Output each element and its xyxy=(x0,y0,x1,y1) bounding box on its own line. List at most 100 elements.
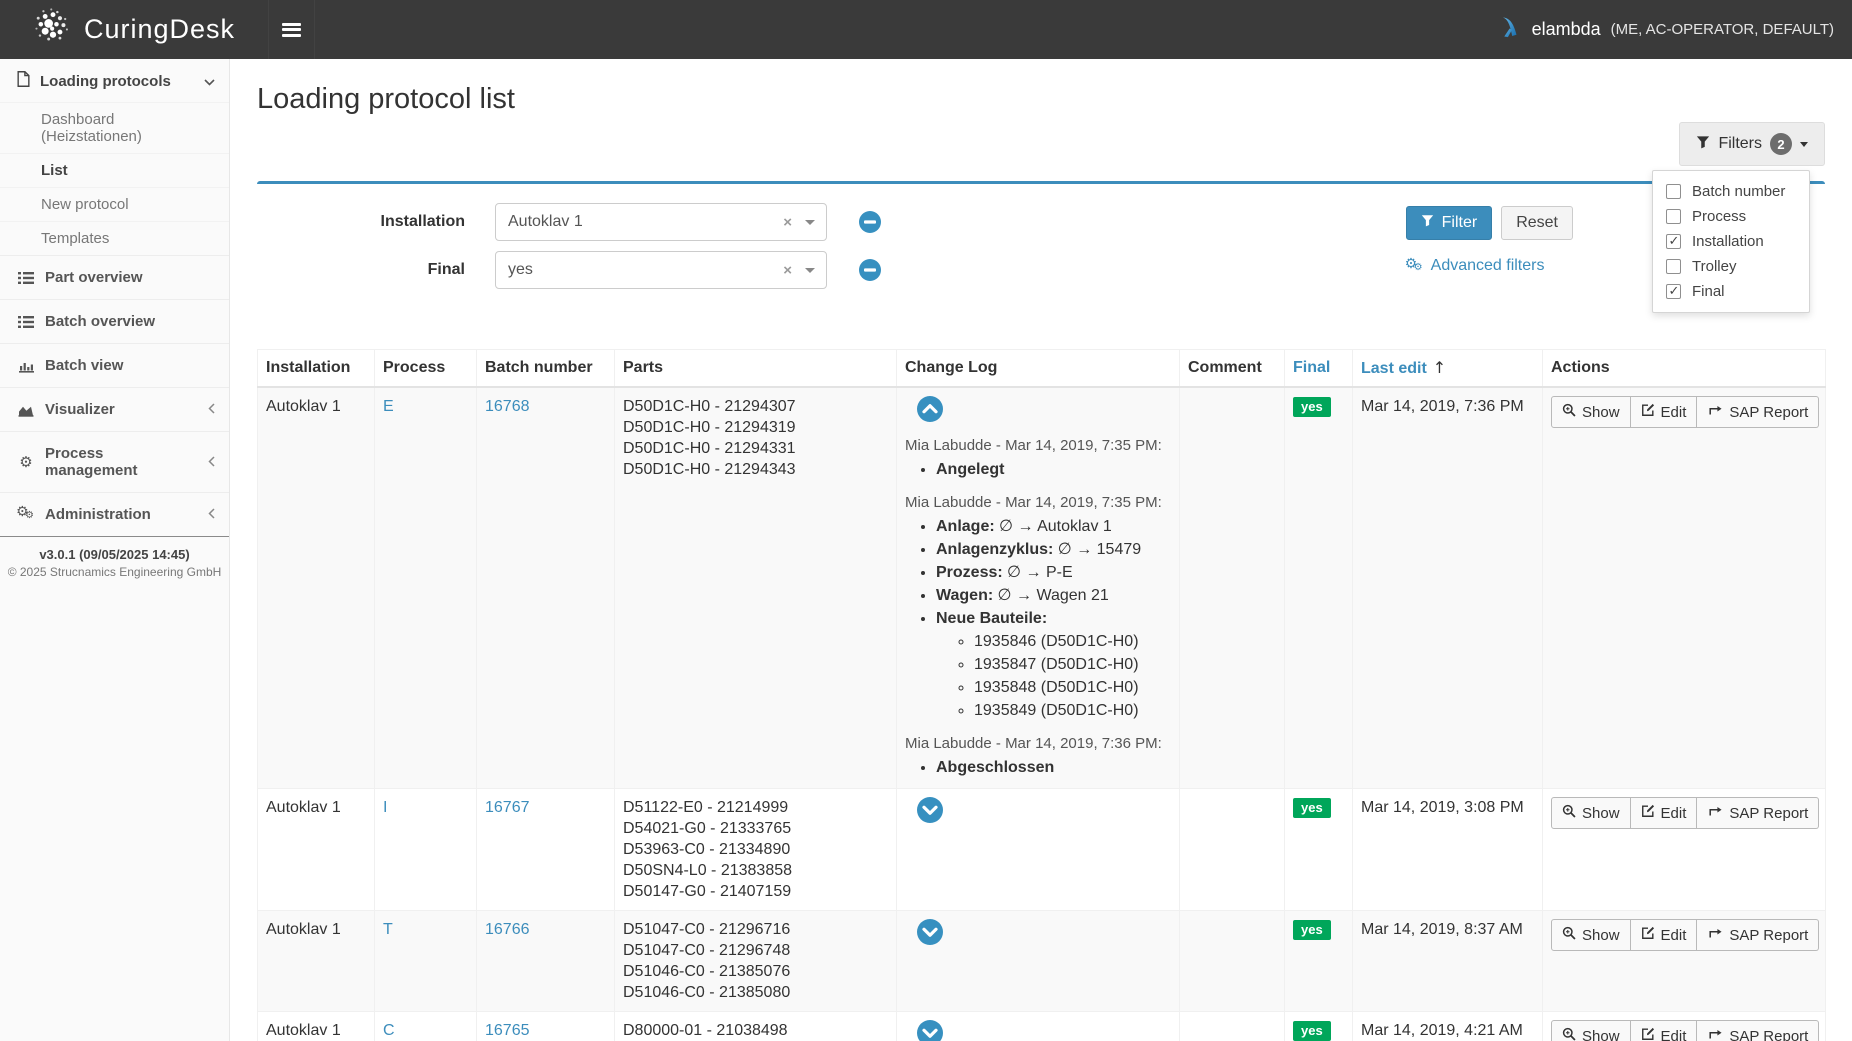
cell-process: I xyxy=(374,788,477,911)
sidebar-item-batch-overview[interactable]: Batch overview xyxy=(0,299,229,343)
select-caret-icon[interactable] xyxy=(805,219,815,225)
filters-button-label: Filters xyxy=(1718,135,1762,152)
sidebar-toggle-button[interactable] xyxy=(268,0,315,59)
edit-button[interactable]: Edit xyxy=(1630,797,1698,829)
process-link[interactable]: I xyxy=(383,799,388,816)
batch-number-link[interactable]: 16765 xyxy=(485,1022,530,1039)
advanced-filters-link[interactable]: ⚙ ⚙ Advanced filters xyxy=(1404,255,1545,275)
part-line: D51046-C0 - 21385080 xyxy=(623,984,791,1001)
cell-change-log: Mia Labudde - Mar 14, 2019, 7:35 PM: Ang… xyxy=(896,386,1180,789)
edit-button[interactable]: Edit xyxy=(1630,1020,1698,1041)
magnifier-icon xyxy=(1562,926,1576,944)
checkbox[interactable] xyxy=(1666,233,1681,249)
hamburger-icon xyxy=(282,20,301,39)
part-line: D51046-C0 - 21385076 xyxy=(623,963,791,980)
apply-filter-button[interactable]: Filter xyxy=(1405,206,1493,240)
sidebar-item-label: Loading protocols xyxy=(40,72,171,90)
brand-logo[interactable]: CuringDesk xyxy=(0,0,268,59)
final-select[interactable]: yes × xyxy=(495,251,827,289)
process-link[interactable]: T xyxy=(383,921,393,938)
col-header-last-edit[interactable]: Last edit ↑ xyxy=(1352,349,1543,388)
reset-filter-button[interactable]: Reset xyxy=(1501,206,1573,240)
log-item: Abgeschlossen xyxy=(936,757,1171,778)
clear-selection-icon[interactable]: × xyxy=(783,213,792,231)
user-menu[interactable]: elambda (ME, AC-OPERATOR, DEFAULT) xyxy=(1496,0,1852,59)
sidebar-subitem[interactable]: New protocol xyxy=(0,187,229,221)
checkbox[interactable] xyxy=(1666,283,1681,299)
checkbox[interactable] xyxy=(1666,184,1681,199)
sidebar-subitem[interactable]: Dashboard (Heizstationen) xyxy=(0,102,229,153)
sap-report-button[interactable]: SAP Report xyxy=(1697,1020,1820,1041)
clear-selection-icon[interactable]: × xyxy=(783,261,792,279)
magnifier-icon xyxy=(1562,804,1576,822)
sidebar-item-label: Part overview xyxy=(45,269,143,286)
sidebar-item-visualizer[interactable]: Visualizer xyxy=(0,387,229,431)
cell-change-log xyxy=(896,910,1180,1012)
batch-number-link[interactable]: 16766 xyxy=(485,921,530,938)
part-line: D50D1C-H0 - 21294319 xyxy=(623,419,796,436)
log-subitem: 1935847 (D50D1C-H0) xyxy=(974,654,1171,675)
part-line: D50147-G0 - 21407159 xyxy=(623,883,792,900)
sap-report-button[interactable]: SAP Report xyxy=(1697,396,1820,428)
sap-report-button[interactable]: SAP Report xyxy=(1697,919,1820,951)
expand-log-icon[interactable] xyxy=(917,797,943,823)
expand-log-icon[interactable] xyxy=(917,919,943,945)
user-name: elambda xyxy=(1531,19,1601,39)
sidebar-item-loading-protocols[interactable]: Loading protocols xyxy=(0,59,229,102)
batch-number-link[interactable]: 16768 xyxy=(485,398,530,415)
sidebar-subitem[interactable]: Templates xyxy=(0,221,229,255)
sidebar-item-administration[interactable]: ⚙ ⚙ Administration xyxy=(0,492,229,536)
checkbox[interactable] xyxy=(1666,209,1681,224)
cell-process: T xyxy=(374,910,477,1012)
retweet-icon xyxy=(1707,805,1723,822)
sort-ascending-icon: ↑ xyxy=(1432,358,1447,377)
col-header-final[interactable]: Final xyxy=(1284,349,1353,388)
remove-filter-row-button[interactable] xyxy=(859,259,881,281)
sap-report-button[interactable]: SAP Report xyxy=(1697,797,1820,829)
filter-dropdown-item[interactable]: Batch number xyxy=(1653,179,1809,204)
remove-filter-row-button[interactable] xyxy=(859,211,881,233)
cell-change-log xyxy=(896,788,1180,911)
magnifier-icon xyxy=(1562,403,1576,421)
show-button[interactable]: Show xyxy=(1551,1020,1631,1041)
process-link[interactable]: E xyxy=(383,398,394,415)
filters-dropdown-button[interactable]: Filters 2 xyxy=(1679,122,1825,166)
edit-button[interactable]: Edit xyxy=(1630,919,1698,951)
sidebar-item-part-overview[interactable]: Part overview xyxy=(0,255,229,299)
col-header-parts: Parts xyxy=(614,349,897,388)
cell-final: yes xyxy=(1284,386,1353,789)
sidebar-item-batch-view[interactable]: Batch view xyxy=(0,343,229,387)
edit-pencil-icon xyxy=(1641,1027,1655,1041)
sidebar-subitem[interactable]: List xyxy=(0,153,229,187)
page-title: Loading protocol list xyxy=(257,83,515,115)
filter-dropdown-item[interactable]: Process xyxy=(1653,204,1809,229)
select-caret-icon[interactable] xyxy=(805,267,815,273)
col-header-installation: Installation xyxy=(257,349,375,388)
show-button[interactable]: Show xyxy=(1551,797,1631,829)
installation-field-label: Installation xyxy=(380,213,465,230)
collapse-log-icon[interactable] xyxy=(917,396,943,422)
filter-dropdown-item[interactable]: Installation xyxy=(1653,229,1809,254)
expand-log-icon[interactable] xyxy=(917,1020,943,1041)
filter-dropdown-item[interactable]: Trolley xyxy=(1653,254,1809,279)
log-item: Wagen: ∅ → Wagen 21 xyxy=(936,585,1171,606)
installation-select[interactable]: Autoklav 1 × xyxy=(495,203,827,241)
show-button[interactable]: Show xyxy=(1551,396,1631,428)
edit-pencil-icon xyxy=(1641,804,1655,822)
filter-dropdown-item[interactable]: Final xyxy=(1653,279,1809,304)
checkbox[interactable] xyxy=(1666,259,1681,274)
filter-dropdown-item-label: Batch number xyxy=(1692,183,1786,200)
cell-process: C xyxy=(374,1011,477,1041)
col-header-comment: Comment xyxy=(1179,349,1285,388)
sidebar-item-label: Visualizer xyxy=(45,401,115,418)
list-icon xyxy=(17,315,35,329)
edit-button[interactable]: Edit xyxy=(1630,396,1698,428)
cell-installation: Autoklav 1 xyxy=(257,386,375,789)
batch-number-link[interactable]: 16767 xyxy=(485,799,530,816)
log-subitem: 1935848 (D50D1C-H0) xyxy=(974,677,1171,698)
cell-final: yes xyxy=(1284,1011,1353,1041)
process-link[interactable]: C xyxy=(383,1022,395,1039)
show-button[interactable]: Show xyxy=(1551,919,1631,951)
cell-last-edit: Mar 14, 2019, 8:37 AM xyxy=(1352,910,1543,1012)
sidebar-item-process-management[interactable]: ⚙ Process management xyxy=(0,431,229,492)
